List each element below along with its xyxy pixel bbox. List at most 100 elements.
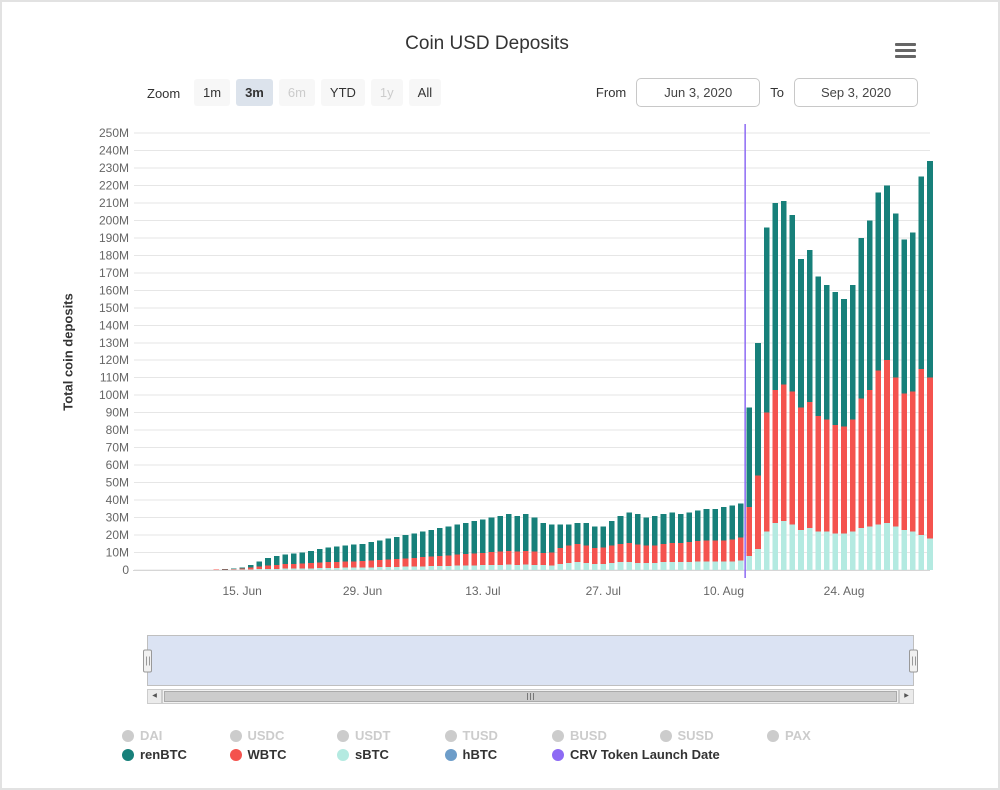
scrollbar-right-arrow-icon[interactable]: ▶ [899,689,914,704]
svg-text:20M: 20M [106,528,129,542]
legend-marker-icon [444,748,457,761]
x-axis-labels: 15. Jun 29. Jun 13. Jul 27. Jul 10. Aug 24. A… [222,584,864,598]
svg-text:200M: 200M [99,213,129,227]
svg-text:250M: 250M [99,126,129,140]
legend-marker-icon [552,748,564,761]
legend-item-hbtc[interactable]: hBTC [444,747,553,762]
legend-marker-icon [444,729,457,742]
zoom-button-all[interactable]: All [408,79,442,106]
svg-text:0: 0 [122,563,129,577]
zoom-button-3m[interactable]: 3m [236,79,273,106]
legend-marker-icon [229,729,242,742]
scrollbar[interactable]: ◀ ▶ [147,689,914,704]
burger-line [895,55,916,58]
legend-item-dai[interactable]: DAI [122,728,230,743]
legend-label: USDC [247,728,285,743]
legend-label: USDT [355,728,391,743]
navigator-handle-right[interactable] [909,649,918,672]
legend-item-busd[interactable]: BUSD [552,728,660,743]
zoom-button-1y: 1y [370,79,403,106]
series-renBTC[interactable] [213,160,933,570]
svg-text:120M: 120M [99,353,129,367]
svg-text:24. Aug: 24. Aug [824,584,865,598]
legend-label: TUSD [462,728,498,743]
y-axis-labels: 0 10M 20M 30M 40M 50M 60M 70M 80M 90M 100M 110M 120M… [99,126,129,577]
svg-text:160M: 160M [99,283,129,297]
svg-text:170M: 170M [99,266,129,280]
svg-text:140M: 140M [99,318,129,332]
legend-item-renbtc[interactable]: renBTC [122,747,230,762]
legend-marker-icon [552,729,564,742]
from-label: From [595,85,627,100]
scrollbar-thumb[interactable] [164,691,897,702]
svg-text:90M: 90M [106,406,129,420]
context-menu-icon[interactable] [895,43,916,58]
legend-item-wbtc[interactable]: WBTC [229,747,338,762]
burger-line [895,49,916,52]
legend-label: hBTC [462,747,498,762]
legend-item-usdt[interactable]: USDT [337,728,445,743]
navigator-handle-left[interactable] [143,649,152,672]
legend-label: PAX [785,728,811,743]
svg-text:230M: 230M [99,161,129,175]
series-WBTC[interactable] [213,360,933,570]
legend-label: sBTC [355,747,389,762]
svg-text:15. Jun: 15. Jun [222,584,261,598]
chart-plot[interactable]: 0 10M 20M 30M 40M 50M 60M 70M 80M 90M 100M 110M 120M… [2,112,1000,612]
svg-text:210M: 210M [99,196,129,210]
legend-label: renBTC [140,747,187,762]
to-date-input[interactable] [794,78,918,107]
legend-marker-icon [122,748,134,761]
scrollbar-left-arrow-icon[interactable]: ◀ [147,689,162,704]
svg-text:60M: 60M [106,458,129,472]
burger-line [895,43,916,46]
legend: DAI USDC USDT TUSD BUSD SUSD PAX renBTC WBTC sBTC… [122,726,942,764]
svg-text:10M: 10M [106,546,129,560]
series-sBTC[interactable] [213,521,933,570]
range-selector-buttons: 1m 3m 6m YTD 1y All [194,79,442,106]
zoom-button-6m: 6m [278,79,315,106]
legend-marker-icon [767,729,779,742]
zoom-button-ytd[interactable]: YTD [320,79,365,106]
svg-text:150M: 150M [99,301,129,315]
legend-marker-icon [659,729,672,742]
svg-text:110M: 110M [100,371,129,385]
scrollbar-grip-icon [526,693,535,700]
svg-text:100M: 100M [99,388,129,402]
legend-label: CRV Token Launch Date [570,747,720,762]
legend-label: WBTC [247,747,287,762]
legend-marker-icon [229,748,242,761]
legend-row: renBTC WBTC sBTC hBTC CRV Token Launch Date [122,745,942,764]
svg-text:29. Jun: 29. Jun [343,584,382,598]
legend-item-tusd[interactable]: TUSD [444,728,553,743]
legend-item-susd[interactable]: SUSD [659,728,768,743]
svg-text:70M: 70M [106,441,129,455]
to-label: To [770,85,784,100]
legend-item-pax[interactable]: PAX [767,728,875,743]
svg-text:240M: 240M [99,143,129,157]
legend-label: BUSD [570,728,607,743]
gridlines [134,132,930,571]
svg-text:13. Jul: 13. Jul [465,584,500,598]
legend-label: SUSD [677,728,714,743]
chart-title: Coin USD Deposits [405,33,569,54]
svg-text:10. Aug: 10. Aug [703,584,744,598]
legend-marker-icon [122,729,134,742]
legend-item-usdc[interactable]: USDC [229,728,338,743]
from-date-input[interactable] [636,78,761,107]
navigator[interactable] [143,635,918,686]
svg-text:190M: 190M [99,231,129,245]
svg-text:40M: 40M [106,493,129,507]
legend-label: DAI [140,728,163,743]
legend-marker-icon [337,729,349,742]
scrollbar-track[interactable] [162,689,899,704]
range-inputs: From To [596,78,918,107]
legend-item-crv-token-launch-date[interactable]: CRV Token Launch Date [552,747,720,762]
legend-item-sbtc[interactable]: sBTC [337,747,445,762]
svg-text:220M: 220M [99,178,129,192]
legend-marker-icon [337,748,349,761]
svg-text:50M: 50M [106,476,129,490]
svg-text:180M: 180M [99,248,129,262]
zoom-button-1m[interactable]: 1m [194,79,231,106]
